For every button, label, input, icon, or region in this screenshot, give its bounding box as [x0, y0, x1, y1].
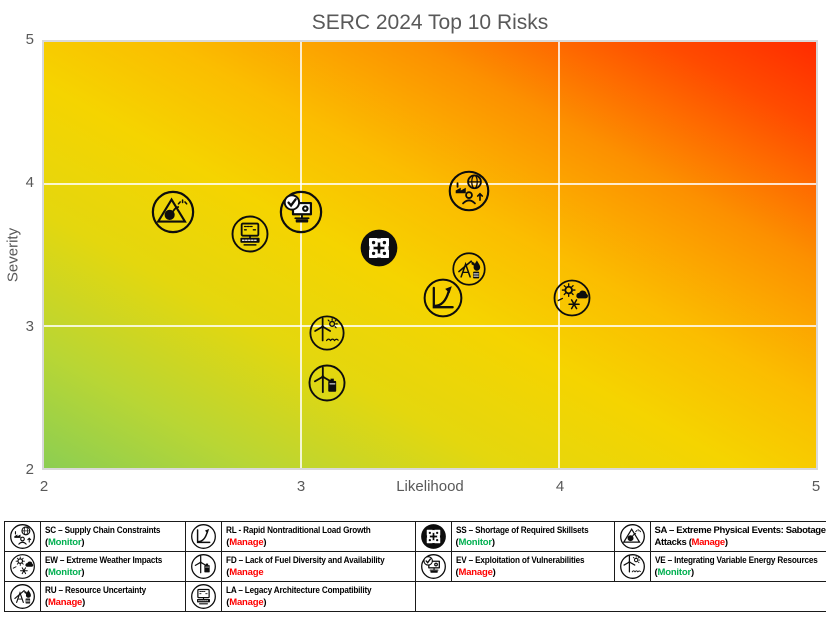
sun-snowflake-icon: [4, 551, 41, 582]
x-tick-3: 3: [296, 478, 306, 495]
y-tick-5: 5: [25, 31, 34, 48]
legend-label: SS – Shortage of Required Skillsets: [455, 525, 589, 536]
legend-entry-ss: SS – Shortage of Required Skillsets (Mon…: [450, 521, 615, 552]
plot-area: [42, 40, 818, 470]
legend-row-2: EW – Extreme Weather Impacts (Monitor) F…: [4, 551, 826, 582]
legend-entry-ru: RU – Resource Uncertainty (Manage): [39, 581, 187, 612]
chart-title: SERC 2024 Top 10 Risks: [311, 11, 549, 34]
legend-entry-ev: EV – Exploitation of Vulnerabilities (Ma…: [450, 551, 615, 582]
legend-row-1: SC – Supply Chain Constraints (Monitor) …: [4, 521, 826, 552]
legend-label: LA – Legacy Architecture Compatibility: [226, 585, 372, 596]
legend-entry-la: LA – Legacy Architecture Compatibility (…: [221, 581, 416, 612]
load-growth-chart-icon: [185, 521, 223, 552]
status-badge: Monitor: [47, 536, 82, 548]
risk-marker-fd: [307, 363, 347, 403]
status-badge: Manage: [47, 596, 83, 608]
legend-entry-fd: FD – Lack of Fuel Diversity and Availabi…: [221, 551, 416, 582]
y-tick-4: 4: [25, 174, 34, 191]
legend-label: VE – Integrating Variable Energy Resourc…: [654, 555, 818, 566]
risk-marker-ss: [359, 228, 399, 268]
legend-entry-ve: VE – Integrating Variable Energy Resourc…: [649, 551, 826, 582]
x-tick-4: 4: [555, 478, 565, 495]
risk-marker-sc: [447, 169, 491, 213]
legend-label: EV – Exploitation of Vulnerabilities: [455, 555, 585, 566]
legend-label: FD – Lack of Fuel Diversity and Availabi…: [226, 555, 385, 566]
puzzle-pieces-icon: [414, 521, 452, 552]
legend-row-3: RU – Resource Uncertainty (Manage) LA – …: [4, 581, 826, 612]
legend-label: SC – Supply Chain Constraints: [45, 525, 161, 536]
legend-label: SA – Extreme Physical Events: Sabotage &…: [654, 525, 826, 548]
status-badge: Manage: [691, 536, 726, 548]
gridline-y3: [44, 325, 816, 327]
x-tick-2: 2: [39, 478, 49, 495]
x-tick-5: 5: [811, 478, 821, 495]
status-badge: Monitor: [47, 566, 82, 578]
computer-check-icon: [414, 551, 452, 582]
oil-pump-droplet-icon: [4, 581, 41, 612]
gridline-x4: [557, 42, 560, 468]
gridline-x3: [300, 42, 303, 468]
status-badge: Monitor: [458, 536, 492, 548]
gridline-y4: [44, 182, 816, 185]
status-badge: Manage: [229, 566, 264, 578]
legend-label: EW – Extreme Weather Impacts: [45, 555, 163, 566]
status-badge: Manage: [229, 536, 264, 548]
status-badge: Manage: [458, 566, 493, 578]
legend-entry-rl: RL - Rapid Nontraditional Load Growth (M…: [221, 521, 416, 552]
legend-empty-area: [414, 581, 826, 612]
risk-marker-rl: [422, 277, 464, 319]
x-axis-label: Likelihood: [396, 478, 464, 495]
legend-label: RU – Resource Uncertainty: [45, 585, 147, 596]
legend-table: SC – Supply Chain Constraints (Monitor) …: [4, 521, 826, 612]
risk-marker-la: [230, 214, 270, 254]
legend-entry-sc: SC – Supply Chain Constraints (Monitor): [39, 521, 187, 552]
y-tick-3: 3: [25, 318, 34, 335]
legend-entry-ew: EW – Extreme Weather Impacts (Monitor): [39, 551, 187, 582]
risk-marker-ru: [451, 251, 487, 287]
status-badge: Monitor: [657, 566, 692, 578]
sabotage-bomb-icon: [613, 521, 651, 552]
legacy-computer-icon: [185, 581, 223, 612]
status-badge: Manage: [229, 596, 264, 608]
turbine-fuel-icon: [185, 551, 223, 582]
y-tick-2: 2: [25, 461, 34, 478]
turbine-sun-icon: [613, 551, 651, 582]
risk-marker-sa: [150, 189, 196, 235]
risk-marker-ve: [308, 314, 346, 352]
y-axis-label: Severity: [4, 227, 22, 283]
legend-entry-sa: SA – Extreme Physical Events: Sabotage &…: [649, 521, 826, 552]
globe-factory-icon: [4, 521, 41, 552]
legend-label: RL - Rapid Nontraditional Load Growth: [226, 525, 371, 536]
